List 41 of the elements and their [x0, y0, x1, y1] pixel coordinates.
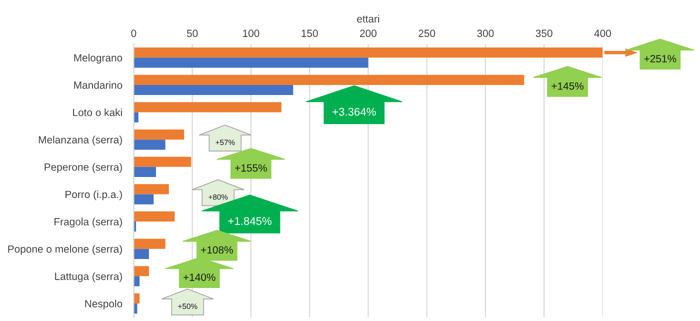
bar — [134, 266, 149, 276]
x-tick-label: 50 — [186, 30, 198, 38]
x-tick-label: 300 — [477, 30, 494, 38]
x-tick-label: 150 — [302, 30, 318, 38]
y-tick-label: Fragola (serra) — [54, 218, 122, 228]
x-tick-label: 400 — [594, 30, 611, 38]
x-tick-label: 200 — [360, 30, 376, 38]
bar — [134, 84, 294, 96]
bar — [134, 102, 282, 112]
bar — [134, 194, 154, 204]
x-axis-title: ettari — [357, 14, 380, 23]
y-tick-label: Peperone (serra) — [44, 163, 122, 173]
bar — [134, 74, 524, 85]
y-tick-label: Nespolo — [85, 300, 122, 310]
bar — [134, 248, 149, 259]
annotation: +155% — [235, 164, 267, 172]
y-tick-label: Loto o kaki — [73, 108, 122, 116]
annotation: +3.364% — [332, 108, 376, 116]
bar — [134, 166, 156, 178]
text: +251% — [644, 55, 676, 62]
annotation: +145% — [552, 82, 584, 90]
x-tick-label: 350 — [536, 30, 552, 38]
bar — [134, 156, 192, 167]
annotation: +108% — [201, 246, 233, 254]
bar — [134, 129, 184, 140]
y-tick-label: Porro (i.p.a.) — [66, 190, 122, 200]
annotation: +1.845% — [228, 217, 272, 225]
bar — [134, 211, 175, 222]
bar — [134, 238, 166, 249]
y-tick-label: Popone o melone (serra) — [8, 245, 122, 255]
y-tick-label: Mandarino — [74, 81, 122, 89]
x-tick-label: 100 — [243, 30, 260, 38]
x-tick-label: 250 — [418, 30, 436, 38]
bar — [134, 184, 169, 194]
y-tick-label: Melanzana (serra) — [38, 136, 122, 146]
y-tick-label: Melograno — [74, 54, 122, 64]
y-tick-label: Lattuga (serra) — [55, 272, 122, 282]
annotation: +140% — [184, 274, 216, 281]
bar — [134, 58, 368, 68]
bar — [134, 140, 166, 150]
x-tick-label: 0 — [131, 30, 136, 38]
